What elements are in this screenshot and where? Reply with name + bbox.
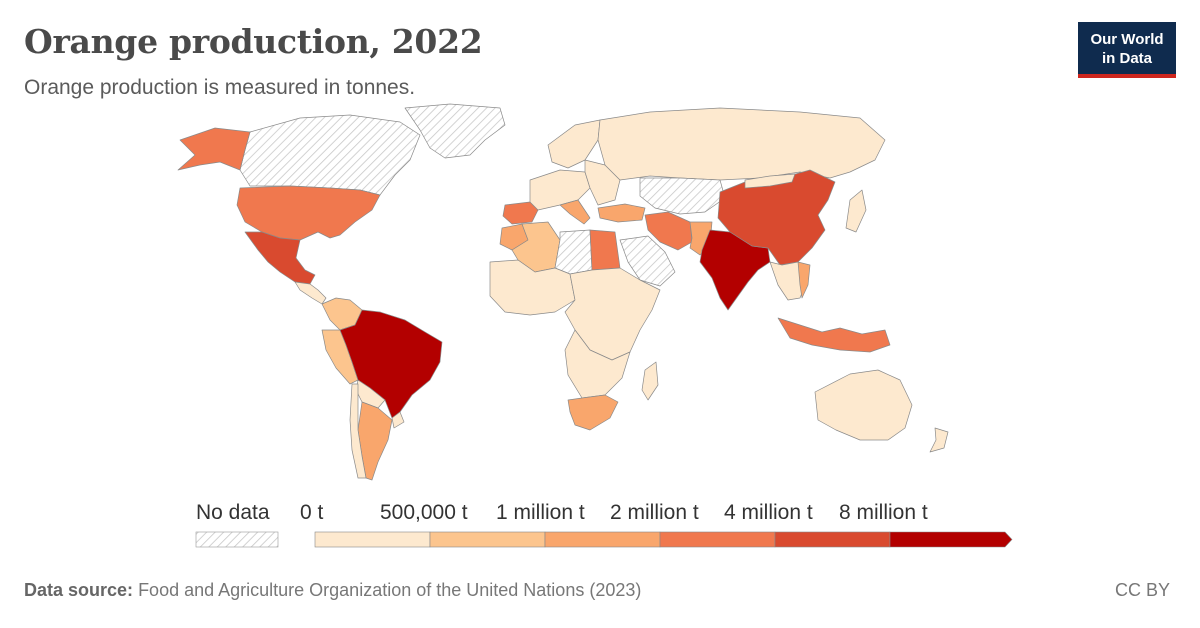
region-australia[interactable]	[814, 369, 913, 441]
region-scandinavia[interactable]	[547, 119, 601, 169]
legend-label-5: 8 million t	[839, 501, 928, 524]
region-libya[interactable]	[554, 229, 593, 275]
region-east-africa[interactable]	[564, 267, 661, 361]
legend-color-bar	[314, 531, 1013, 548]
region-united-states[interactable]	[236, 185, 381, 241]
region-brazil[interactable]	[339, 309, 443, 419]
region-uruguay[interactable]	[391, 411, 405, 429]
region-chile[interactable]	[349, 383, 367, 479]
legend-label-3: 2 million t	[610, 501, 699, 524]
logo-line-1: Our World	[1090, 31, 1164, 48]
region-turkey[interactable]	[597, 203, 646, 223]
source-label: Data source:	[24, 580, 134, 600]
legend-swatch-3	[659, 531, 776, 548]
region-japan[interactable]	[845, 189, 867, 233]
chart-subtitle: Orange production is measured in tonnes.	[24, 76, 416, 99]
legend-label-1: 500,000 t	[380, 501, 468, 524]
region-canada[interactable]	[239, 114, 421, 196]
region-egypt[interactable]	[589, 229, 621, 271]
region-madagascar[interactable]	[641, 361, 659, 401]
owid-logo[interactable]: Our World in Data	[1078, 22, 1176, 78]
logo-line-2: in Data	[1101, 50, 1152, 67]
region-indonesia[interactable]	[777, 317, 891, 353]
legend-swatch-4	[774, 531, 891, 548]
region-mongolia[interactable]	[744, 173, 796, 189]
legend-no-data-label: No data	[196, 501, 270, 524]
source-text[interactable]: Food and Agriculture Organization of the…	[138, 580, 642, 600]
region-southern-africa[interactable]	[564, 329, 631, 399]
legend-swatch-2	[544, 531, 661, 548]
chart-title: Orange production, 2022	[24, 22, 483, 61]
legend-no-data-swatch	[195, 531, 279, 548]
region-alaska[interactable]	[177, 127, 251, 171]
region-spain[interactable]	[502, 201, 539, 225]
region-south-africa[interactable]	[567, 394, 619, 431]
region-saudi-arabia[interactable]	[619, 235, 676, 287]
legend-swatch-5	[889, 531, 1013, 548]
footer-source: Data source: Food and Agriculture Organi…	[24, 580, 641, 601]
region-vietnam[interactable]	[797, 261, 811, 299]
license-link[interactable]: CC BY	[1114, 580, 1170, 600]
region-central-america[interactable]	[294, 281, 327, 305]
region-new-zealand[interactable]	[929, 427, 949, 453]
region-iran[interactable]	[644, 211, 693, 251]
region-greenland[interactable]	[404, 103, 506, 159]
region-mexico[interactable]	[244, 231, 316, 285]
legend-swatch-0	[314, 531, 431, 548]
region-russia[interactable]	[597, 107, 886, 181]
region-kazakhstan[interactable]	[639, 177, 726, 215]
legend-label-2: 1 million t	[496, 501, 585, 524]
legend-swatch-1	[429, 531, 546, 548]
legend-label-4: 4 million t	[724, 501, 813, 524]
region-italy[interactable]	[559, 199, 591, 225]
legend-label-0: 0 t	[300, 501, 324, 524]
